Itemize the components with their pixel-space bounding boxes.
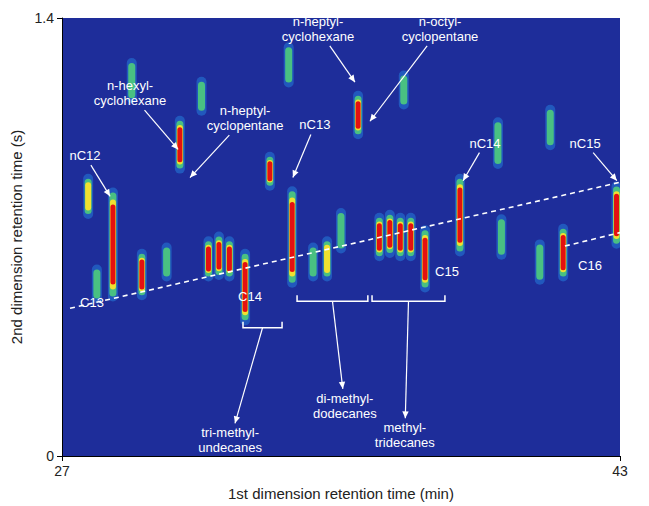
svg-text:tri-methyl-: tri-methyl-	[201, 425, 259, 440]
svg-text:43: 43	[612, 463, 628, 479]
svg-text:nC15: nC15	[570, 136, 601, 151]
svg-text:nC14: nC14	[469, 136, 500, 151]
svg-text:n-heptyl-: n-heptyl-	[293, 14, 344, 29]
svg-text:C15: C15	[435, 264, 459, 279]
svg-text:C13: C13	[80, 295, 104, 310]
svg-text:n-octyl-: n-octyl-	[419, 14, 462, 29]
svg-text:cyclopentane: cyclopentane	[207, 118, 284, 133]
svg-text:0: 0	[46, 448, 54, 464]
svg-text:cyclohexane: cyclohexane	[282, 29, 354, 44]
svg-text:1.4: 1.4	[35, 10, 55, 26]
svg-text:dodecanes: dodecanes	[313, 406, 377, 421]
svg-text:cyclohexane: cyclohexane	[94, 93, 166, 108]
svg-text:1st dimension retention time (: 1st dimension retention time (min)	[228, 485, 454, 502]
svg-text:n-hexyl-: n-hexyl-	[107, 78, 153, 93]
svg-text:27: 27	[54, 463, 70, 479]
svg-text:tridecanes: tridecanes	[375, 435, 435, 450]
svg-text:n-heptyl-: n-heptyl-	[220, 103, 271, 118]
svg-text:2nd dimension retention time (: 2nd dimension retention time (s)	[8, 130, 25, 344]
svg-text:di-methyl-: di-methyl-	[316, 391, 373, 406]
svg-text:nC12: nC12	[69, 148, 100, 163]
svg-text:methyl-: methyl-	[384, 420, 427, 435]
svg-text:nC13: nC13	[299, 117, 330, 132]
svg-text:C16: C16	[578, 258, 602, 273]
svg-text:undecanes: undecanes	[198, 440, 262, 455]
svg-text:C14: C14	[238, 289, 262, 304]
svg-text:cyclopentane: cyclopentane	[402, 29, 479, 44]
